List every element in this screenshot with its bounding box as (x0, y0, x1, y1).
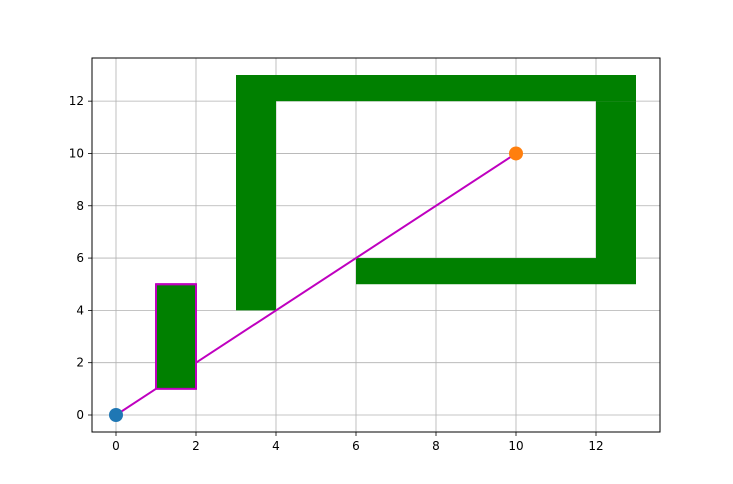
x-tick-label: 10 (508, 439, 523, 453)
goal-point (509, 146, 523, 161)
point-layer (109, 146, 523, 422)
path-line (115, 152, 517, 416)
y-tick-label: 4 (76, 303, 84, 317)
path-layer (115, 152, 517, 416)
obstacle-rect (156, 284, 196, 389)
start-point (109, 408, 123, 422)
y-tick-label: 0 (76, 408, 84, 422)
axis-ticks: 0 2 4 6 8 10 12 0 2 4 6 8 10 12 (69, 94, 604, 453)
x-tick-label: 8 (432, 439, 440, 453)
x-tick-label: 4 (272, 439, 280, 453)
obstacle-rect (596, 101, 636, 285)
y-tick-label: 8 (76, 199, 84, 213)
obstacle-rect (276, 75, 636, 102)
y-tick-label: 12 (69, 94, 84, 108)
y-tick-label: 6 (76, 251, 84, 265)
y-tick-label: 10 (69, 146, 84, 160)
x-tick-label: 2 (192, 439, 200, 453)
x-tick-label: 6 (352, 439, 360, 453)
x-tick-label: 12 (588, 439, 603, 453)
obstacle-rect (236, 75, 276, 311)
obstacle-rect (356, 258, 596, 285)
x-tick-label: 0 (112, 439, 120, 453)
plot-frame (91, 57, 661, 433)
y-tick-label: 2 (76, 356, 84, 370)
obstacles (156, 75, 636, 389)
